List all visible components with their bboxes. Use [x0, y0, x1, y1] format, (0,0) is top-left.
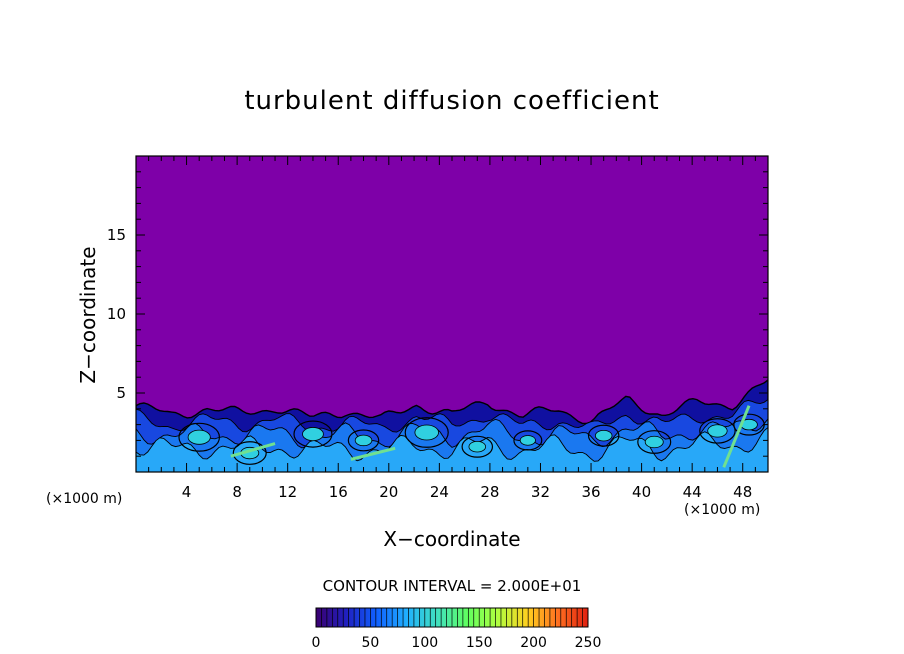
x-tick-label: 36: [581, 483, 600, 501]
eddy-contour: [513, 430, 543, 451]
colorbar-tick-label: 50: [361, 635, 379, 651]
x-tick-label: 28: [480, 483, 499, 501]
x-tick-label: 12: [278, 483, 297, 501]
eddy-core: [594, 429, 613, 442]
colorbar-tick-label: 250: [575, 635, 602, 651]
y-axis: 5 10 15: [107, 171, 768, 457]
eddy-contour: [699, 418, 736, 444]
boundary-layer-field: [136, 379, 768, 472]
x-tick-label: 24: [430, 483, 449, 501]
eddy-contour: [347, 429, 380, 452]
colorbar-tick-label: 200: [520, 635, 547, 651]
eddy-core: [302, 427, 324, 442]
colorbar-tick-label: 100: [411, 635, 438, 651]
high-diffusion-streak: [722, 405, 751, 468]
x-tick-label: 44: [683, 483, 702, 501]
high-diffusion-streak: [350, 446, 396, 461]
x-tick-label: 8: [232, 483, 242, 501]
y-tick-label: 15: [107, 226, 126, 244]
eddy-contour: [404, 417, 449, 448]
x-unit-label-left: (×1000 m): [46, 491, 123, 507]
y-tick-label: 5: [116, 384, 126, 402]
eddy-contour: [293, 420, 333, 448]
x-tick-label: 48: [733, 483, 752, 501]
high-diffusion-streak: [230, 442, 276, 458]
colorbar-tick-label: 150: [466, 635, 493, 651]
eddy-core: [354, 434, 373, 447]
x-axis-label: X−coordinate: [383, 527, 521, 551]
eddy-contour: [587, 424, 620, 447]
eddy-core: [187, 429, 211, 445]
x-tick-label: 40: [632, 483, 651, 501]
contour-interval-label: CONTOUR INTERVAL = 2.000E+01: [322, 577, 582, 595]
eddy-contour: [232, 441, 267, 465]
y-axis-label: Z−coordinate: [76, 246, 100, 384]
x-axis: 4 8 12 16 20 24 28 32 36 40 44 48: [148, 156, 756, 501]
y-tick-label: 10: [107, 305, 126, 323]
eddy-core: [519, 435, 536, 446]
colorbar-frame: [315, 607, 589, 628]
x-tick-label: 4: [182, 483, 192, 501]
chart-title: turbulent diffusion coefficient: [244, 86, 660, 116]
plot-area: [135, 155, 769, 473]
x-tick-label: 32: [531, 483, 550, 501]
eddy-contour: [178, 422, 221, 452]
x-tick-label: 20: [379, 483, 398, 501]
colorbar: 0 50 100 150 200 250: [312, 607, 602, 651]
x-tick-label: 16: [329, 483, 348, 501]
eddy-contour: [637, 430, 672, 454]
eddy-contour: [461, 435, 494, 458]
eddy-core: [644, 435, 664, 449]
colorbar-tick-label: 0: [312, 635, 321, 651]
eddy-core: [468, 441, 487, 453]
x-unit-label-right: (×1000 m): [684, 502, 761, 518]
eddy-core: [414, 424, 439, 441]
eddy-core: [707, 424, 728, 438]
